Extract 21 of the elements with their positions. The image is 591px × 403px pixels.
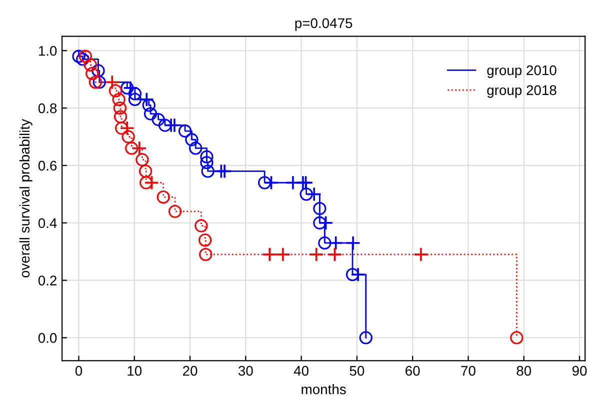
legend-label: group 2018 [487,85,556,98]
x-tick-label: 90 [572,366,587,376]
y-tick-label: 1.0 [38,46,57,56]
x-tick-label: 40 [294,366,308,376]
y-tick-label: 0.4 [38,218,57,228]
y-tick-label: 0.6 [38,160,57,171]
x-tick-label: 0 [75,366,82,376]
y-tick-label: 0.2 [38,276,56,286]
x-tick-label: 30 [238,366,253,376]
x-tick-label: 80 [516,366,532,376]
x-tick-label: 70 [461,366,476,376]
x-axis-title: months [302,384,346,394]
x-tick-label: 60 [406,366,420,376]
y-tick-label: 0.0 [38,333,57,343]
x-tick-label: 20 [183,366,198,376]
legend-label: group 2010 [487,65,556,78]
chart-title: p=0.0475 [295,18,352,31]
y-axis-title: overall survival probability [19,118,32,278]
x-tick-label: 50 [350,366,364,376]
x-tick-label: 10 [128,366,142,376]
y-tick-label: 0.8 [38,103,57,114]
